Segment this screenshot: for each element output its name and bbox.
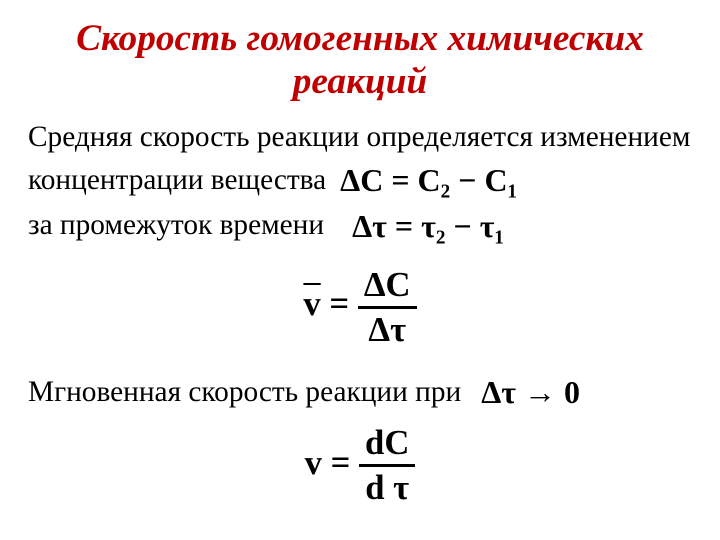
concentration-label: концентрации вещества xyxy=(28,161,326,201)
v-plain: v xyxy=(305,444,322,482)
inst-fraction: dC d τ xyxy=(359,424,415,507)
avg-denominator: Δτ xyxy=(358,309,417,349)
title-line2: реакций xyxy=(293,61,428,102)
limit-formula: Δτ → 0 xyxy=(481,371,580,414)
intro-line: Средняя скорость реакции определяется из… xyxy=(28,118,692,158)
instant-row: Мгновенная скорость реакции при Δτ → 0 xyxy=(28,371,692,414)
body: Средняя скорость реакции определяется из… xyxy=(28,118,692,508)
time-row: за промежуток времени Δτ = τ₂ − τ₁ xyxy=(28,205,692,248)
v-overline: v xyxy=(303,285,320,323)
average-velocity-formula: v = ΔC Δτ xyxy=(28,266,692,349)
instant-label: Мгновенная скорость реакции при xyxy=(28,373,461,413)
title-line1: Скорость гомогенных химических xyxy=(76,18,644,59)
avg-fraction: ΔC Δτ xyxy=(358,266,417,349)
time-label: за промежуток времени xyxy=(28,206,324,246)
inst-numerator: dC xyxy=(359,424,415,467)
delta-tau-formula: Δτ = τ₂ − τ₁ xyxy=(352,205,504,248)
avg-numerator: ΔC xyxy=(358,266,417,309)
instant-velocity-formula: v = dC d τ xyxy=(28,424,692,507)
inst-denominator: d τ xyxy=(359,467,415,507)
concentration-row: концентрации вещества ΔC = C₂ − C₁ xyxy=(28,159,692,202)
eq-sign-1: = xyxy=(321,285,358,323)
delta-c-formula: ΔC = C₂ − C₁ xyxy=(340,159,517,202)
slide-title: Скорость гомогенных химических реакций xyxy=(28,18,692,104)
eq-sign-2: = xyxy=(322,444,359,482)
